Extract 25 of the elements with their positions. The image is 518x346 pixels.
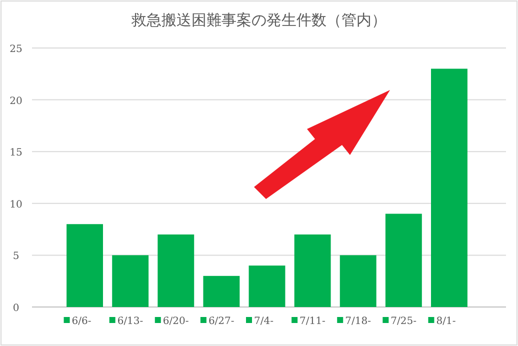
y-tick-label: 5: [12, 251, 20, 262]
x-tick-label: 6/6-: [72, 316, 92, 327]
bar: [203, 276, 240, 307]
y-tick-label: 15: [10, 148, 22, 159]
x-tick-label: 6/13-: [117, 316, 144, 327]
x-tick-label: 6/20-: [162, 316, 189, 327]
y-tick-label: 0: [12, 303, 20, 314]
x-tick-label: 7/4-: [254, 316, 274, 327]
chart-title: 救急搬送困難事案の発生件数（管内）: [130, 11, 386, 29]
x-tick-label: 7/25-: [390, 316, 417, 327]
x-tick-label: 8/1-: [436, 316, 456, 327]
bar: [158, 234, 194, 307]
bar: [294, 234, 331, 307]
bar: [248, 266, 286, 307]
x-tick-label: 7/18-: [345, 316, 371, 327]
y-tick-label: 20: [10, 96, 22, 107]
bar: [431, 68, 468, 307]
bar: [340, 255, 376, 307]
x-tick-label: 7/11-: [300, 316, 326, 327]
y-tick-label: 10: [10, 199, 22, 210]
bar: [112, 255, 149, 307]
bar: [66, 224, 103, 307]
x-tick-label: 6/27-: [208, 316, 234, 327]
bar: [385, 214, 422, 307]
y-tick-label: 25: [10, 44, 22, 55]
